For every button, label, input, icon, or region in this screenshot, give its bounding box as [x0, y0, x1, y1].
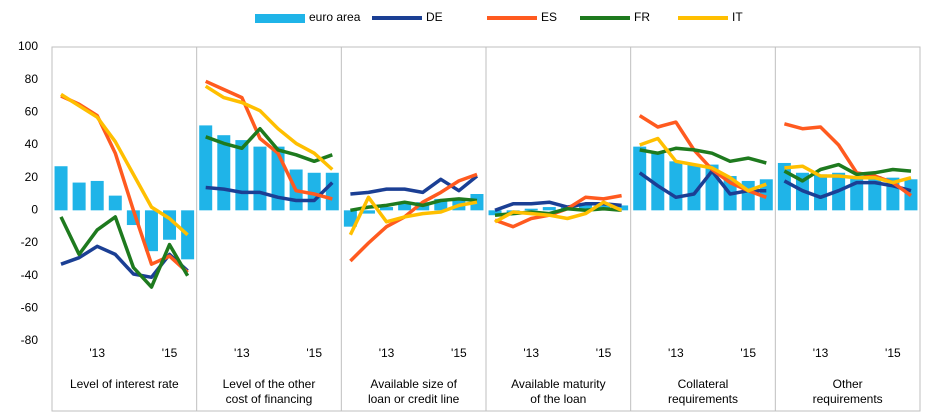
bar	[669, 161, 683, 211]
panel-label: loan or credit line	[368, 392, 460, 406]
bar	[524, 208, 538, 211]
legend-label: FR	[634, 10, 650, 24]
y-tick-label: 80	[25, 72, 39, 86]
line-series	[350, 197, 478, 213]
bar	[814, 174, 828, 211]
y-tick-label: -40	[21, 268, 39, 282]
panel-label: Collateral	[678, 377, 729, 391]
panel-label: Other	[833, 377, 863, 391]
panel-label: of the loan	[530, 392, 586, 406]
line-series	[784, 164, 912, 185]
bar	[398, 202, 412, 211]
panel-label: requirements	[813, 392, 883, 406]
y-tick-label: 60	[25, 105, 39, 119]
line-series	[60, 92, 189, 237]
bar	[651, 151, 665, 211]
bar	[615, 205, 629, 211]
bar	[542, 207, 556, 211]
bar	[633, 146, 647, 211]
panel-label: Level of the other	[223, 377, 316, 391]
bar	[343, 210, 357, 227]
x-tick-label: '13	[523, 346, 539, 360]
bar	[361, 210, 375, 214]
x-tick-label: '15	[740, 346, 756, 360]
x-tick-label: '15	[306, 346, 322, 360]
line-series	[204, 79, 333, 201]
x-tick-label: '13	[813, 346, 829, 360]
legend-label: IT	[732, 10, 743, 24]
y-tick-label: 0	[31, 203, 38, 217]
bar	[488, 210, 502, 216]
panel-label: cost of financing	[226, 392, 313, 406]
y-tick-label: -80	[21, 333, 39, 347]
legend-label: DE	[426, 10, 443, 24]
y-tick-label: 100	[18, 39, 38, 53]
y-tick-label: 40	[25, 137, 39, 151]
y-tick-label: -60	[21, 301, 39, 315]
line-series	[783, 162, 912, 183]
y-tick-label: 20	[25, 170, 39, 184]
bar	[380, 207, 394, 211]
bar	[253, 146, 267, 211]
bar	[325, 172, 339, 211]
panel-label: Available maturity	[511, 377, 606, 391]
x-tick-label: '13	[234, 346, 250, 360]
line-series	[494, 200, 623, 224]
x-tick-label: '15	[162, 346, 178, 360]
bar	[578, 203, 592, 211]
bar	[434, 198, 448, 211]
bar	[235, 140, 249, 211]
x-tick-label: '15	[596, 346, 612, 360]
line-series	[639, 136, 767, 193]
line-series	[783, 179, 912, 200]
y-tick-label: -20	[21, 235, 39, 249]
bar	[777, 162, 791, 211]
line-series	[639, 146, 767, 165]
x-tick-label: '15	[451, 346, 467, 360]
line-series	[204, 84, 334, 171]
x-tick-label: '13	[89, 346, 105, 360]
bar	[687, 164, 701, 211]
x-tick-label: '15	[885, 346, 901, 360]
legend-swatch	[255, 14, 305, 23]
bar	[54, 166, 68, 211]
legend-label: euro area	[309, 10, 361, 24]
line-series	[349, 172, 478, 263]
panel-label: Available size of	[370, 377, 457, 391]
x-tick-label: '13	[668, 346, 684, 360]
line-series	[348, 195, 478, 236]
panel-label: Level of interest rate	[70, 377, 179, 391]
bar	[108, 195, 122, 211]
bar	[90, 180, 104, 211]
line-series	[350, 174, 479, 196]
bar	[144, 210, 158, 252]
line-series	[59, 215, 190, 289]
line-series	[205, 181, 334, 203]
legend-label: ES	[541, 10, 557, 24]
line-series	[205, 126, 333, 164]
bar	[72, 182, 86, 211]
bar	[217, 135, 231, 211]
panel-label: requirements	[668, 392, 738, 406]
bar	[181, 210, 195, 260]
x-tick-label: '13	[379, 346, 395, 360]
